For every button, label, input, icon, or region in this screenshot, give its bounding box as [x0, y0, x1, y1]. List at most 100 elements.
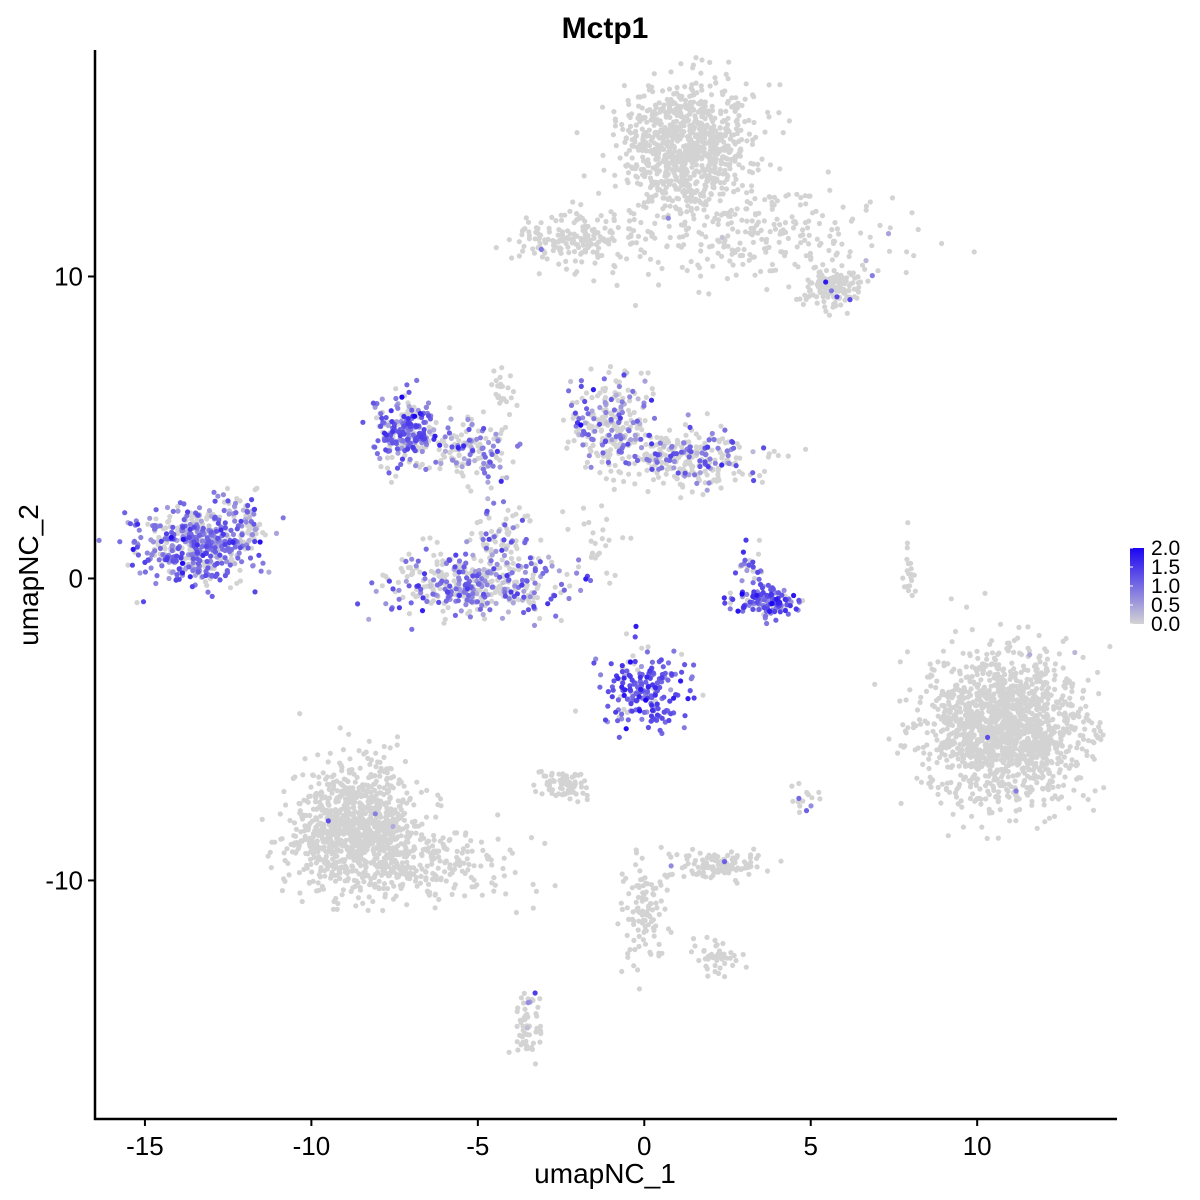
data-point	[608, 209, 614, 215]
data-point	[298, 829, 304, 835]
data-point	[738, 127, 744, 133]
data-point	[454, 468, 460, 474]
data-point	[742, 119, 748, 125]
data-point	[1101, 785, 1107, 791]
data-point	[724, 276, 731, 282]
data-point	[1038, 679, 1044, 685]
data-point	[701, 141, 707, 147]
data-point	[441, 454, 447, 460]
data-point	[749, 188, 755, 194]
data-point	[671, 119, 677, 125]
data-point	[431, 832, 437, 839]
data-point	[227, 585, 234, 591]
data-point	[426, 845, 432, 851]
data-point	[702, 480, 708, 486]
data-point	[574, 399, 580, 405]
data-point	[288, 841, 294, 848]
data-point	[360, 900, 366, 907]
data-point	[518, 995, 525, 1001]
data-point	[516, 239, 522, 245]
data-point	[404, 875, 411, 881]
data-point	[754, 864, 760, 870]
data-point	[696, 169, 703, 175]
data-point	[558, 617, 564, 624]
data-point	[664, 96, 670, 103]
data-point	[488, 485, 494, 491]
data-point	[293, 826, 299, 832]
data-point	[308, 848, 314, 855]
data-point	[306, 793, 312, 800]
data-point	[642, 418, 648, 424]
data-point	[523, 1042, 530, 1049]
data-point	[433, 849, 439, 856]
data-point	[1001, 666, 1007, 672]
data-point	[812, 264, 819, 270]
data-point	[506, 237, 512, 243]
data-point	[345, 875, 351, 882]
data-point	[394, 835, 400, 841]
data-point	[611, 477, 617, 483]
data-point	[941, 663, 947, 669]
data-point	[583, 225, 589, 231]
data-point	[419, 821, 425, 827]
data-point	[759, 236, 765, 242]
data-point	[814, 300, 820, 306]
data-point	[619, 968, 625, 975]
data-point	[684, 134, 691, 140]
data-point	[331, 772, 337, 778]
data-point	[655, 474, 662, 480]
data-point	[413, 874, 419, 881]
data-point	[616, 379, 622, 385]
data-point	[362, 792, 368, 799]
data-point	[471, 877, 477, 883]
data-point	[626, 471, 632, 477]
data-point	[921, 750, 927, 756]
data-point	[683, 432, 689, 438]
data-point	[749, 141, 756, 147]
data-point	[315, 880, 321, 886]
data-point	[986, 791, 992, 798]
data-point	[651, 140, 658, 146]
data-point	[644, 191, 650, 197]
data-point	[1085, 796, 1091, 803]
data-point	[767, 268, 773, 274]
data-point	[355, 880, 361, 886]
data-point	[669, 871, 675, 878]
data-point	[755, 852, 761, 859]
data-point	[377, 773, 383, 779]
data-point	[1069, 757, 1075, 763]
data-point	[525, 219, 532, 225]
data-point	[696, 198, 702, 204]
data-point	[903, 697, 909, 703]
data-point	[775, 452, 781, 459]
data-point	[807, 250, 814, 256]
data-point	[742, 96, 748, 102]
data-point	[674, 476, 680, 482]
data-point	[791, 219, 797, 225]
data-point	[437, 796, 444, 802]
data-point	[514, 545, 520, 552]
data-point	[417, 862, 423, 868]
data-point	[410, 591, 416, 597]
data-point	[334, 778, 340, 784]
data-point	[612, 264, 618, 270]
data-point	[984, 656, 990, 662]
data-point	[404, 790, 410, 796]
data-point	[395, 843, 401, 849]
data-point	[650, 886, 657, 892]
data-point	[570, 415, 576, 421]
data-point	[366, 738, 372, 744]
data-point	[764, 286, 770, 293]
data-point	[281, 876, 287, 882]
data-point	[339, 792, 346, 798]
data-point	[533, 1011, 539, 1017]
data-point	[846, 253, 852, 260]
data-point	[984, 651, 990, 657]
data-point	[411, 802, 417, 808]
data-point	[653, 166, 659, 172]
data-point	[674, 195, 680, 201]
data-point	[396, 780, 402, 787]
data-point	[716, 132, 722, 138]
data-point	[625, 387, 631, 393]
data-point	[638, 370, 644, 376]
